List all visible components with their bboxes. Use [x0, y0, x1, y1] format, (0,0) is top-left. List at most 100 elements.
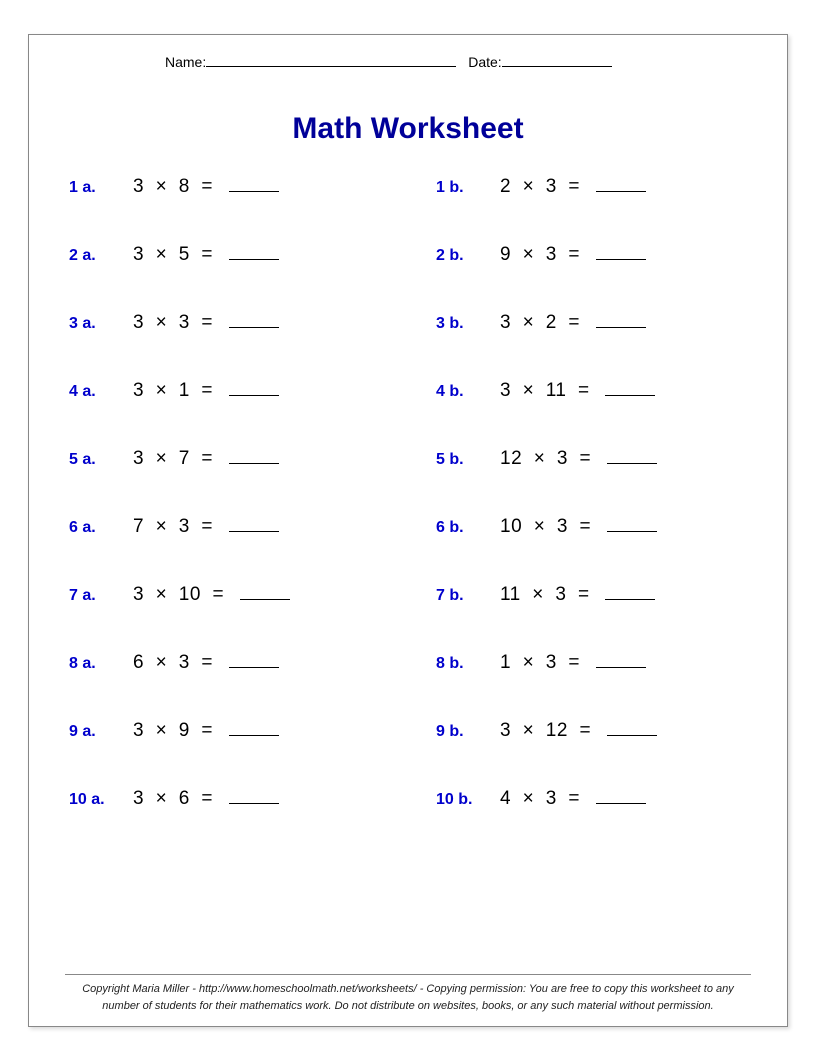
footer-line-2: number of students for their mathematics… [65, 998, 751, 1015]
problem-label: 7 a. [69, 587, 133, 605]
problem-col-b: 8 b.1 × 3 = [408, 652, 751, 674]
problem-expression: 3 × 9 = [133, 720, 225, 742]
problem-expression: 6 × 3 = [133, 652, 225, 674]
answer-blank[interactable] [596, 244, 646, 260]
problem-row: 6 a.7 × 3 = 6 b.10 × 3 = [65, 516, 751, 538]
problem-col-b: 2 b.9 × 3 = [408, 244, 751, 266]
problem-label: 3 a. [69, 315, 133, 333]
problem-col-b: 7 b.11 × 3 = [408, 584, 751, 606]
problem-row: 1 a.3 × 8 = 1 b.2 × 3 = [65, 176, 751, 198]
answer-blank[interactable] [240, 584, 290, 600]
answer-blank[interactable] [607, 516, 657, 532]
problem-expression: 4 × 3 = [500, 788, 592, 810]
name-label: Name: [165, 54, 206, 70]
problem-row: 7 a.3 × 10 = 7 b.11 × 3 = [65, 584, 751, 606]
answer-blank[interactable] [596, 788, 646, 804]
problem-label: 5 b. [436, 451, 500, 469]
answer-blank[interactable] [607, 448, 657, 464]
problem-col-a: 1 a.3 × 8 = [65, 176, 408, 198]
answer-blank[interactable] [605, 380, 655, 396]
problem-row: 3 a.3 × 3 = 3 b.3 × 2 = [65, 312, 751, 334]
problem-label: 9 a. [69, 723, 133, 741]
problem-expression: 3 × 11 = [500, 380, 601, 402]
problem-col-a: 9 a.3 × 9 = [65, 720, 408, 742]
worksheet-sheet: Name: Date: Math Worksheet 1 a.3 × 8 = 1… [28, 34, 788, 1027]
problem-expression: 3 × 7 = [133, 448, 225, 470]
problem-label: 1 a. [69, 179, 133, 197]
problem-label: 8 b. [436, 655, 500, 673]
problem-col-a: 2 a.3 × 5 = [65, 244, 408, 266]
date-label: Date: [468, 54, 501, 70]
answer-blank[interactable] [229, 380, 279, 396]
answer-blank[interactable] [229, 244, 279, 260]
worksheet-title: Math Worksheet [65, 112, 751, 146]
answer-blank[interactable] [229, 652, 279, 668]
answer-blank[interactable] [596, 652, 646, 668]
problem-label: 2 a. [69, 247, 133, 265]
problem-label: 8 a. [69, 655, 133, 673]
problem-expression: 2 × 3 = [500, 176, 592, 198]
problem-expression: 7 × 3 = [133, 516, 225, 538]
problem-expression: 3 × 12 = [500, 720, 603, 742]
problem-label: 9 b. [436, 723, 500, 741]
problem-col-b: 10 b.4 × 3 = [408, 788, 751, 810]
problem-col-b: 3 b.3 × 2 = [408, 312, 751, 334]
problem-col-a: 3 a.3 × 3 = [65, 312, 408, 334]
problem-expression: 3 × 3 = [133, 312, 225, 334]
problem-expression: 3 × 1 = [133, 380, 225, 402]
problem-label: 3 b. [436, 315, 500, 333]
problem-expression: 3 × 6 = [133, 788, 225, 810]
problem-label: 4 b. [436, 383, 500, 401]
problem-expression: 12 × 3 = [500, 448, 603, 470]
problem-col-a: 6 a.7 × 3 = [65, 516, 408, 538]
answer-blank[interactable] [607, 720, 657, 736]
answer-blank[interactable] [229, 176, 279, 192]
problem-col-b: 4 b.3 × 11 = [408, 380, 751, 402]
problem-expression: 1 × 3 = [500, 652, 592, 674]
problem-col-a: 7 a.3 × 10 = [65, 584, 408, 606]
problem-label: 6 b. [436, 519, 500, 537]
problem-row: 2 a.3 × 5 = 2 b.9 × 3 = [65, 244, 751, 266]
answer-blank[interactable] [229, 448, 279, 464]
header-line: Name: Date: [65, 53, 751, 70]
footer: Copyright Maria Miller - http://www.home… [65, 974, 751, 1014]
date-blank[interactable] [502, 53, 612, 67]
problem-row: 9 a.3 × 9 = 9 b.3 × 12 = [65, 720, 751, 742]
answer-blank[interactable] [596, 312, 646, 328]
problem-label: 10 a. [69, 791, 133, 809]
name-blank[interactable] [206, 53, 456, 67]
problem-col-a: 5 a.3 × 7 = [65, 448, 408, 470]
problem-label: 5 a. [69, 451, 133, 469]
problem-label: 4 a. [69, 383, 133, 401]
answer-blank[interactable] [596, 176, 646, 192]
answer-blank[interactable] [605, 584, 655, 600]
problem-col-a: 8 a.6 × 3 = [65, 652, 408, 674]
problem-row: 10 a.3 × 6 = 10 b.4 × 3 = [65, 788, 751, 810]
problem-expression: 10 × 3 = [500, 516, 603, 538]
answer-blank[interactable] [229, 720, 279, 736]
problem-label: 1 b. [436, 179, 500, 197]
problem-col-b: 6 b.10 × 3 = [408, 516, 751, 538]
problem-label: 10 b. [436, 791, 500, 809]
problem-col-a: 4 a.3 × 1 = [65, 380, 408, 402]
problem-col-b: 9 b.3 × 12 = [408, 720, 751, 742]
footer-line-1: Copyright Maria Miller - http://www.home… [65, 981, 751, 998]
problem-col-b: 5 b.12 × 3 = [408, 448, 751, 470]
problem-label: 6 a. [69, 519, 133, 537]
problem-expression: 3 × 2 = [500, 312, 592, 334]
problem-row: 8 a.6 × 3 = 8 b.1 × 3 = [65, 652, 751, 674]
problem-row: 5 a.3 × 7 = 5 b.12 × 3 = [65, 448, 751, 470]
problem-label: 2 b. [436, 247, 500, 265]
problem-col-a: 10 a.3 × 6 = [65, 788, 408, 810]
answer-blank[interactable] [229, 788, 279, 804]
problem-row: 4 a.3 × 1 = 4 b.3 × 11 = [65, 380, 751, 402]
answer-blank[interactable] [229, 516, 279, 532]
problem-expression: 9 × 3 = [500, 244, 592, 266]
problem-expression: 3 × 10 = [133, 584, 236, 606]
problem-expression: 3 × 8 = [133, 176, 225, 198]
problem-expression: 3 × 5 = [133, 244, 225, 266]
problem-label: 7 b. [436, 587, 500, 605]
problems-grid: 1 a.3 × 8 = 1 b.2 × 3 = 2 a.3 × 5 = 2 b.… [65, 176, 751, 974]
answer-blank[interactable] [229, 312, 279, 328]
page: Name: Date: Math Worksheet 1 a.3 × 8 = 1… [0, 0, 816, 1047]
